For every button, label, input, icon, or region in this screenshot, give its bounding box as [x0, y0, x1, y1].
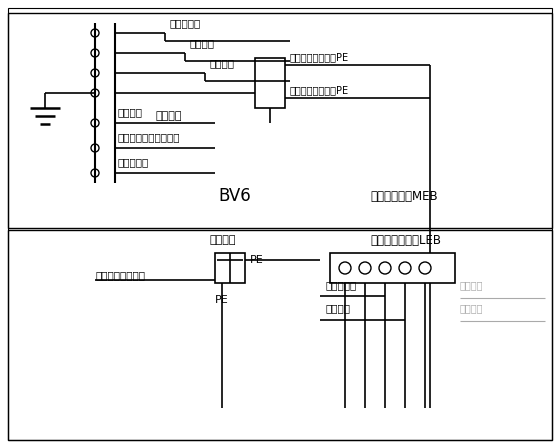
Text: 至空调管: 至空调管: [118, 107, 143, 117]
Text: 至煤气管: 至煤气管: [190, 38, 215, 48]
Text: 总等电位联结MEB: 总等电位联结MEB: [370, 190, 437, 202]
Text: 至集中配电箱内的PE: 至集中配电箱内的PE: [290, 85, 349, 95]
Text: PE: PE: [215, 295, 228, 305]
Text: 建筑构件: 建筑构件: [460, 280, 483, 290]
Bar: [8, 230, 552, 440]
Text: 至各设备接线端子: 至各设备接线端子: [95, 270, 145, 280]
Text: BV6: BV6: [218, 187, 251, 205]
Text: 至煤气管: 至煤气管: [325, 303, 350, 313]
Text: 至金属水管: 至金属水管: [325, 280, 356, 290]
Text: 至集中配电箱内的PE: 至集中配电箱内的PE: [290, 52, 349, 62]
Bar: [255, 58, 285, 108]
Text: 分配电箱: 分配电箱: [210, 235, 236, 245]
Text: 至建筑构件: 至建筑构件: [118, 157, 150, 167]
Text: 至其他需要连接的构件: 至其他需要连接的构件: [118, 132, 180, 142]
Bar: [330, 253, 455, 283]
Bar: [8, 13, 552, 228]
Text: 总配电箱: 总配电箱: [155, 111, 181, 121]
Bar: [215, 253, 245, 283]
Text: PE: PE: [250, 255, 264, 265]
Text: 至采暖管: 至采暖管: [460, 303, 483, 313]
Text: 至采暖管: 至采暖管: [210, 58, 235, 68]
Text: 至金属水管: 至金属水管: [170, 18, 201, 28]
Text: 楼层等电位联结LEB: 楼层等电位联结LEB: [370, 233, 441, 246]
